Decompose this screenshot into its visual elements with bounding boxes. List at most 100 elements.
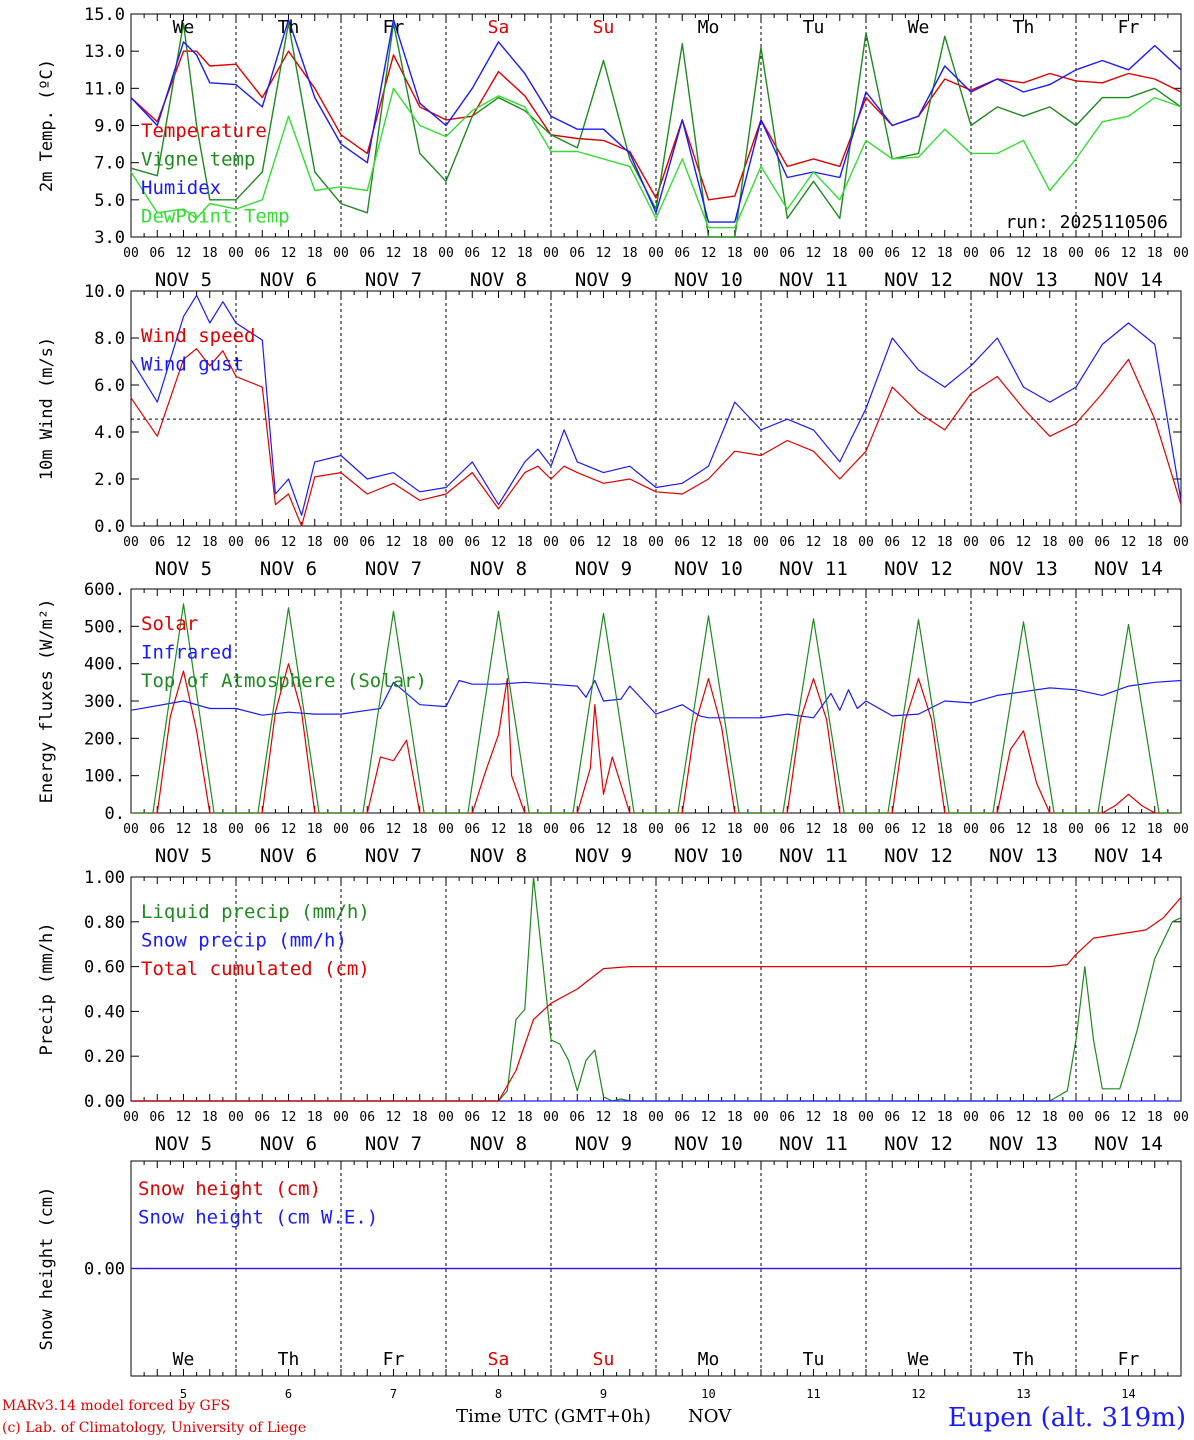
hour-tick-label: 06 xyxy=(254,822,270,837)
hour-tick-label: 12 xyxy=(281,822,297,837)
hour-tick-label: 12 xyxy=(596,535,612,550)
date-label: NOV 8 xyxy=(470,269,527,291)
hour-tick-label: 18 xyxy=(1042,535,1058,550)
day-number-label: 10 xyxy=(701,1387,715,1401)
legend-entry: Wind gust xyxy=(141,354,244,376)
date-label: NOV 10 xyxy=(674,558,743,580)
hour-tick-label: 06 xyxy=(779,822,795,837)
hour-tick-label: 00 xyxy=(228,535,244,550)
hour-tick-label: 06 xyxy=(149,1110,165,1125)
hour-tick-label: 18 xyxy=(1042,246,1058,261)
weekday-label: We xyxy=(908,1349,930,1370)
credit-line-2: (c) Lab. of Climatology, University of L… xyxy=(2,1420,307,1436)
hour-tick-label: 12 xyxy=(1016,246,1032,261)
hour-tick-label: 12 xyxy=(281,1110,297,1125)
hour-tick-label: 18 xyxy=(727,1110,743,1125)
y-tick-label: 15.0 xyxy=(84,5,125,25)
hour-tick-label: 18 xyxy=(832,822,848,837)
date-label: NOV 9 xyxy=(575,1133,632,1155)
hour-tick-label: 12 xyxy=(491,246,507,261)
y-tick-label: 13.0 xyxy=(84,42,125,62)
hour-tick-label: 12 xyxy=(911,1110,927,1125)
hour-tick-label: 00 xyxy=(123,822,139,837)
hour-tick-label: 12 xyxy=(806,822,822,837)
y-tick-label: 8.0 xyxy=(94,329,125,349)
y-tick-label: 0.40 xyxy=(84,1002,125,1022)
legend-entry: Solar xyxy=(141,613,198,635)
hour-tick-label: 00 xyxy=(228,246,244,261)
series-line-temperature xyxy=(130,50,1182,201)
hour-tick-label: 12 xyxy=(911,246,927,261)
hour-tick-label: 00 xyxy=(438,246,454,261)
hour-tick-label: 12 xyxy=(596,246,612,261)
hour-tick-label: 06 xyxy=(569,535,585,550)
weekday-label: Fr xyxy=(1118,1349,1140,1370)
hour-tick-label: 00 xyxy=(858,246,874,261)
weekday-label: Th xyxy=(278,1349,300,1370)
hour-tick-label: 00 xyxy=(228,822,244,837)
weekday-label: Mo xyxy=(698,17,720,38)
hour-tick-label: 12 xyxy=(491,822,507,837)
hour-tick-label: 18 xyxy=(307,822,323,837)
hour-tick-label: 06 xyxy=(674,1110,690,1125)
hour-tick-label: 18 xyxy=(517,1110,533,1125)
hour-tick-label: 18 xyxy=(412,246,428,261)
hour-tick-label: 18 xyxy=(202,1110,218,1125)
date-label: NOV 13 xyxy=(989,558,1058,580)
hour-tick-label: 12 xyxy=(386,1110,402,1125)
hour-tick-label: 12 xyxy=(176,246,192,261)
hour-tick-label: 12 xyxy=(386,246,402,261)
hour-tick-label: 06 xyxy=(254,535,270,550)
legend-entry: Snow height (cm W.E.) xyxy=(138,1207,378,1229)
hour-tick-label: 00 xyxy=(753,822,769,837)
weekday-label: Fr xyxy=(383,1349,405,1370)
hour-tick-label: 06 xyxy=(1094,1110,1110,1125)
hour-tick-label: 00 xyxy=(858,1110,874,1125)
y-tick-label: 7.0 xyxy=(94,154,125,174)
legend-entry: Infrared xyxy=(141,642,233,664)
hour-tick-label: 00 xyxy=(543,822,559,837)
y-tick-label: 9.0 xyxy=(94,117,125,137)
hour-tick-label: 12 xyxy=(281,246,297,261)
hour-tick-label: 00 xyxy=(648,535,664,550)
hour-tick-label: 18 xyxy=(412,1110,428,1125)
hour-tick-label: 12 xyxy=(701,246,717,261)
hour-tick-label: 00 xyxy=(543,1110,559,1125)
hour-tick-label: 06 xyxy=(254,1110,270,1125)
hour-tick-label: 06 xyxy=(674,822,690,837)
hour-tick-label: 18 xyxy=(307,535,323,550)
hour-tick-label: 00 xyxy=(438,822,454,837)
day-number-label: 8 xyxy=(495,1387,502,1401)
hour-tick-label: 00 xyxy=(963,246,979,261)
date-label: NOV 11 xyxy=(779,269,848,291)
hour-tick-label: 00 xyxy=(753,535,769,550)
hour-tick-label: 12 xyxy=(1016,535,1032,550)
hour-tick-label: 12 xyxy=(491,535,507,550)
weekday-label: Tu xyxy=(803,1349,825,1370)
weekday-label: Sa xyxy=(488,1349,510,1370)
date-label: NOV 6 xyxy=(260,558,317,580)
hour-tick-label: 00 xyxy=(1173,822,1189,837)
date-label: NOV 14 xyxy=(1094,558,1163,580)
y-tick-label: 2.0 xyxy=(94,470,125,490)
weekday-label: Tu xyxy=(803,17,825,38)
hour-tick-label: 00 xyxy=(543,535,559,550)
hour-tick-label: 12 xyxy=(1121,246,1137,261)
hour-tick-label: 06 xyxy=(674,246,690,261)
day-number-label: 13 xyxy=(1016,1387,1030,1401)
y-tick-label: 6.0 xyxy=(94,376,125,396)
hour-tick-label: 00 xyxy=(753,1110,769,1125)
date-label: NOV 8 xyxy=(470,1133,527,1155)
hour-tick-label: 12 xyxy=(701,822,717,837)
y-axis-title: Snow height (cm) xyxy=(37,1187,57,1351)
hour-tick-label: 12 xyxy=(911,822,927,837)
weekday-label: Th xyxy=(1013,1349,1035,1370)
date-label: NOV 5 xyxy=(155,558,212,580)
y-tick-label: 10.0 xyxy=(84,282,125,302)
date-label: NOV 6 xyxy=(260,1133,317,1155)
hour-tick-label: 18 xyxy=(202,535,218,550)
hour-tick-label: 00 xyxy=(648,246,664,261)
legend-entry: Liquid precip (mm/h) xyxy=(141,901,370,923)
hour-tick-label: 12 xyxy=(806,1110,822,1125)
hour-tick-label: 00 xyxy=(438,1110,454,1125)
